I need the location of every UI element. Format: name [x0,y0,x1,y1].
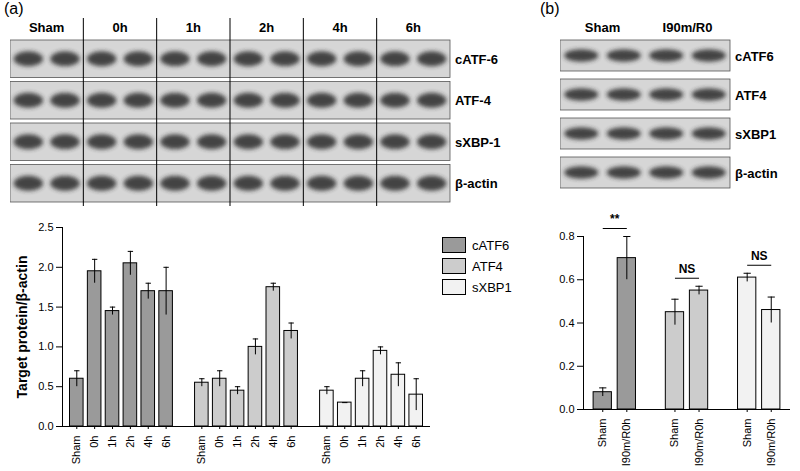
svg-text:β-actin: β-actin [455,176,498,191]
svg-text:Target protein/β-actin: Target protein/β-actin [14,256,30,399]
svg-text:4h: 4h [267,436,279,448]
svg-text:1.0: 1.0 [38,340,53,352]
svg-text:6h: 6h [406,20,421,35]
svg-text:4h: 4h [142,436,154,448]
svg-text:2h: 2h [374,436,386,448]
svg-text:2.5: 2.5 [38,221,53,233]
svg-text:ATF-4: ATF-4 [455,93,492,108]
svg-text:I90m/R0h: I90m/R0h [620,419,632,467]
svg-text:0.0: 0.0 [38,420,53,432]
svg-text:0h: 0h [338,436,350,448]
svg-text:I90m/R0h: I90m/R0h [765,419,777,467]
svg-text:2h: 2h [259,20,274,35]
svg-text:Sham: Sham [195,436,207,465]
svg-text:1h: 1h [231,436,243,448]
svg-text:0.8: 0.8 [559,230,574,242]
svg-text:sXBP1: sXBP1 [735,127,776,142]
svg-text:Sham: Sham [29,20,64,35]
svg-text:1h: 1h [186,20,201,35]
svg-text:Sham: Sham [596,419,608,448]
svg-text:β-actin: β-actin [735,166,778,181]
svg-text:cATF6: cATF6 [735,49,774,64]
svg-text:6h: 6h [285,436,297,448]
svg-text:Sham: Sham [741,419,753,448]
svg-text:0h: 0h [112,20,127,35]
html-text:ATF4: ATF4 [472,258,503,274]
svg-text:Sham: Sham [585,20,620,35]
html-text:cATF6: cATF6 [472,237,510,253]
svg-text:1h: 1h [356,436,368,448]
svg-text:sXBP-1: sXBP-1 [455,135,501,150]
svg-text:0.4: 0.4 [559,317,574,329]
svg-text:4h: 4h [332,20,347,35]
svg-text:6h: 6h [160,436,172,448]
svg-text:2h: 2h [249,436,261,448]
svg-text:4h: 4h [392,436,404,448]
svg-text:NS: NS [679,262,696,276]
html-text:(a): (a) [4,0,24,17]
svg-text:0.0: 0.0 [559,403,574,415]
svg-text:Sham: Sham [70,436,82,465]
html-text:sXBP1: sXBP1 [472,279,512,295]
svg-text:Sham: Sham [668,419,680,448]
svg-text:0.2: 0.2 [559,360,574,372]
html-text:(b): (b) [540,0,560,17]
svg-text:I90m/R0h: I90m/R0h [693,419,705,467]
svg-text:2.0: 2.0 [38,261,53,273]
svg-text:cATF-6: cATF-6 [455,52,498,67]
svg-text:0.5: 0.5 [38,380,53,392]
svg-text:I90m/R0: I90m/R0 [663,20,713,35]
svg-text:0.6: 0.6 [559,273,574,285]
svg-text:**: ** [610,212,620,226]
svg-text:0h: 0h [213,436,225,448]
svg-text:ATF4: ATF4 [735,88,767,103]
svg-text:2h: 2h [124,436,136,448]
svg-text:6h: 6h [410,436,422,448]
svg-text:NS: NS [751,249,768,263]
svg-text:1.5: 1.5 [38,301,53,313]
svg-text:0h: 0h [88,436,100,448]
svg-text:Sham: Sham [320,436,332,465]
svg-text:1h: 1h [106,436,118,448]
